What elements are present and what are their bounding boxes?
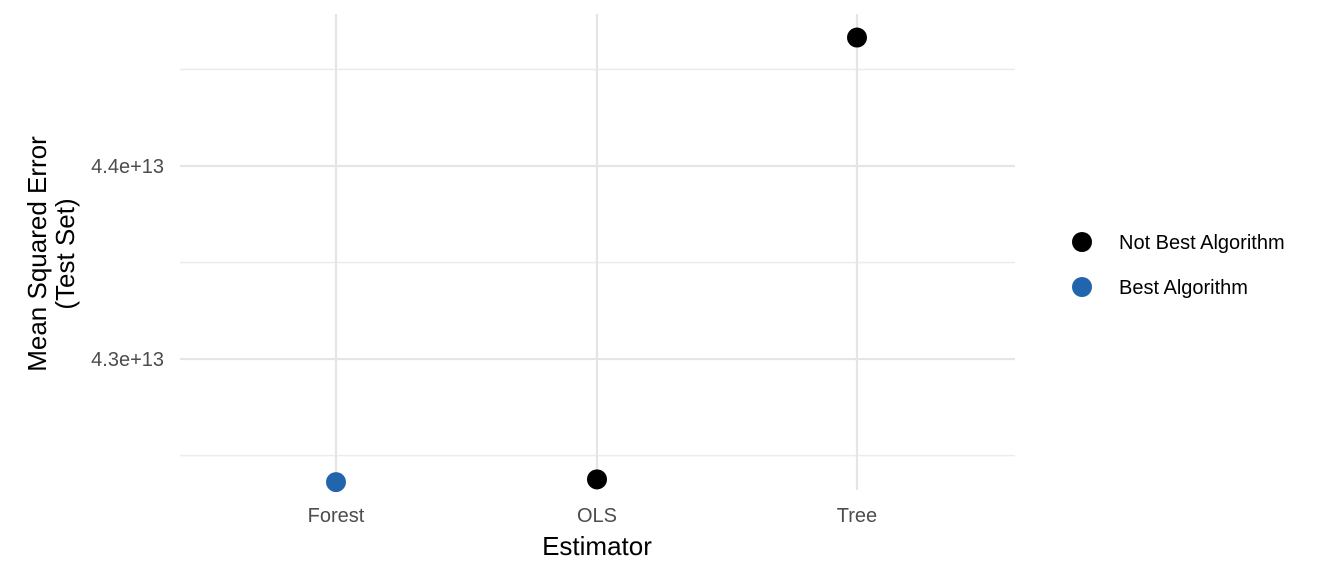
point-forest — [326, 472, 346, 493]
legend-label-not-best: Not Best Algorithm — [1119, 232, 1285, 254]
y-tick-label-1: 4.4e+13 — [91, 156, 164, 178]
y-axis-title-line-2: (Test Set) — [50, 198, 80, 309]
x-tick-label-forest: Forest — [308, 505, 365, 527]
x-axis-title: Estimator — [542, 531, 652, 561]
legend-item-best: Best Algorithm — [1072, 277, 1248, 299]
grid — [180, 14, 1015, 490]
y-axis-title-line-1: Mean Squared Error — [22, 136, 52, 372]
data-points — [326, 27, 867, 493]
point-ols — [587, 469, 607, 490]
legend-item-not-best: Not Best Algorithm — [1072, 232, 1285, 254]
legend-key-not-best — [1072, 232, 1092, 252]
x-tick-label-ols: OLS — [577, 505, 617, 527]
legend-label-best: Best Algorithm — [1119, 277, 1248, 299]
legend: Not Best Algorithm Best Algorithm — [1072, 232, 1285, 299]
x-axis-ticks: Forest OLS Tree — [308, 505, 878, 527]
point-tree — [847, 27, 867, 48]
y-tick-label-0: 4.3e+13 — [91, 349, 164, 371]
legend-key-best — [1072, 277, 1092, 297]
y-axis-ticks: 4.3e+13 4.4e+13 — [91, 156, 164, 371]
x-tick-label-tree: Tree — [837, 505, 877, 527]
y-axis-title: Mean Squared Error (Test Set) — [22, 136, 80, 372]
